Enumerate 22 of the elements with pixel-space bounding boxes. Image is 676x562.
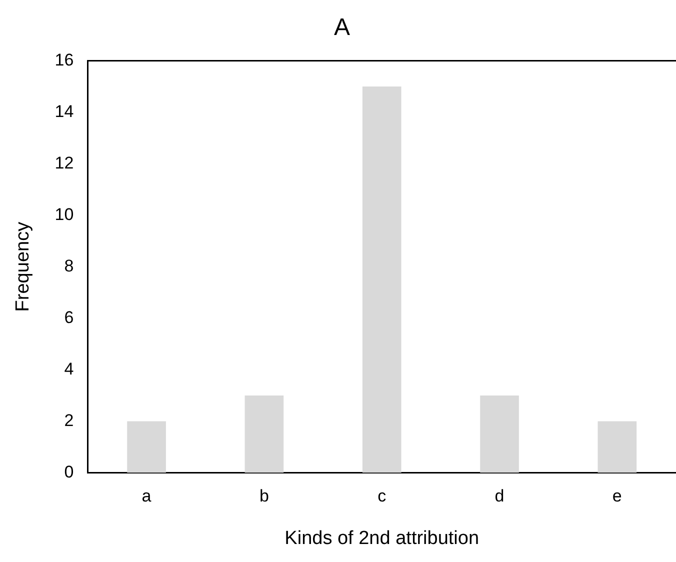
y-tick-label: 0: [64, 462, 74, 482]
y-tick-label: 12: [54, 153, 74, 172]
y-tick-label: 8: [64, 256, 74, 276]
x-tick-label: c: [378, 486, 387, 506]
bar: [362, 86, 402, 473]
y-tick-label: 2: [64, 410, 74, 430]
y-tick-label: 6: [64, 308, 74, 327]
x-tick-label: d: [494, 486, 504, 506]
x-axis-title: Kinds of 2nd attribution: [284, 528, 480, 549]
bar: [244, 396, 284, 473]
bar: [598, 421, 637, 473]
x-tick-label: a: [142, 486, 152, 506]
y-tick-label: 14: [54, 102, 74, 121]
bar: [480, 396, 519, 473]
x-tick-label: b: [259, 486, 269, 506]
bar: [127, 421, 166, 473]
y-tick-label: 10: [54, 204, 74, 224]
x-tick-label: e: [612, 486, 622, 506]
y-axis-title: Frequency: [12, 221, 34, 312]
y-tick-label: 4: [64, 359, 74, 378]
y-tick-label: 16: [54, 50, 74, 70]
chart-title: A: [334, 14, 350, 42]
